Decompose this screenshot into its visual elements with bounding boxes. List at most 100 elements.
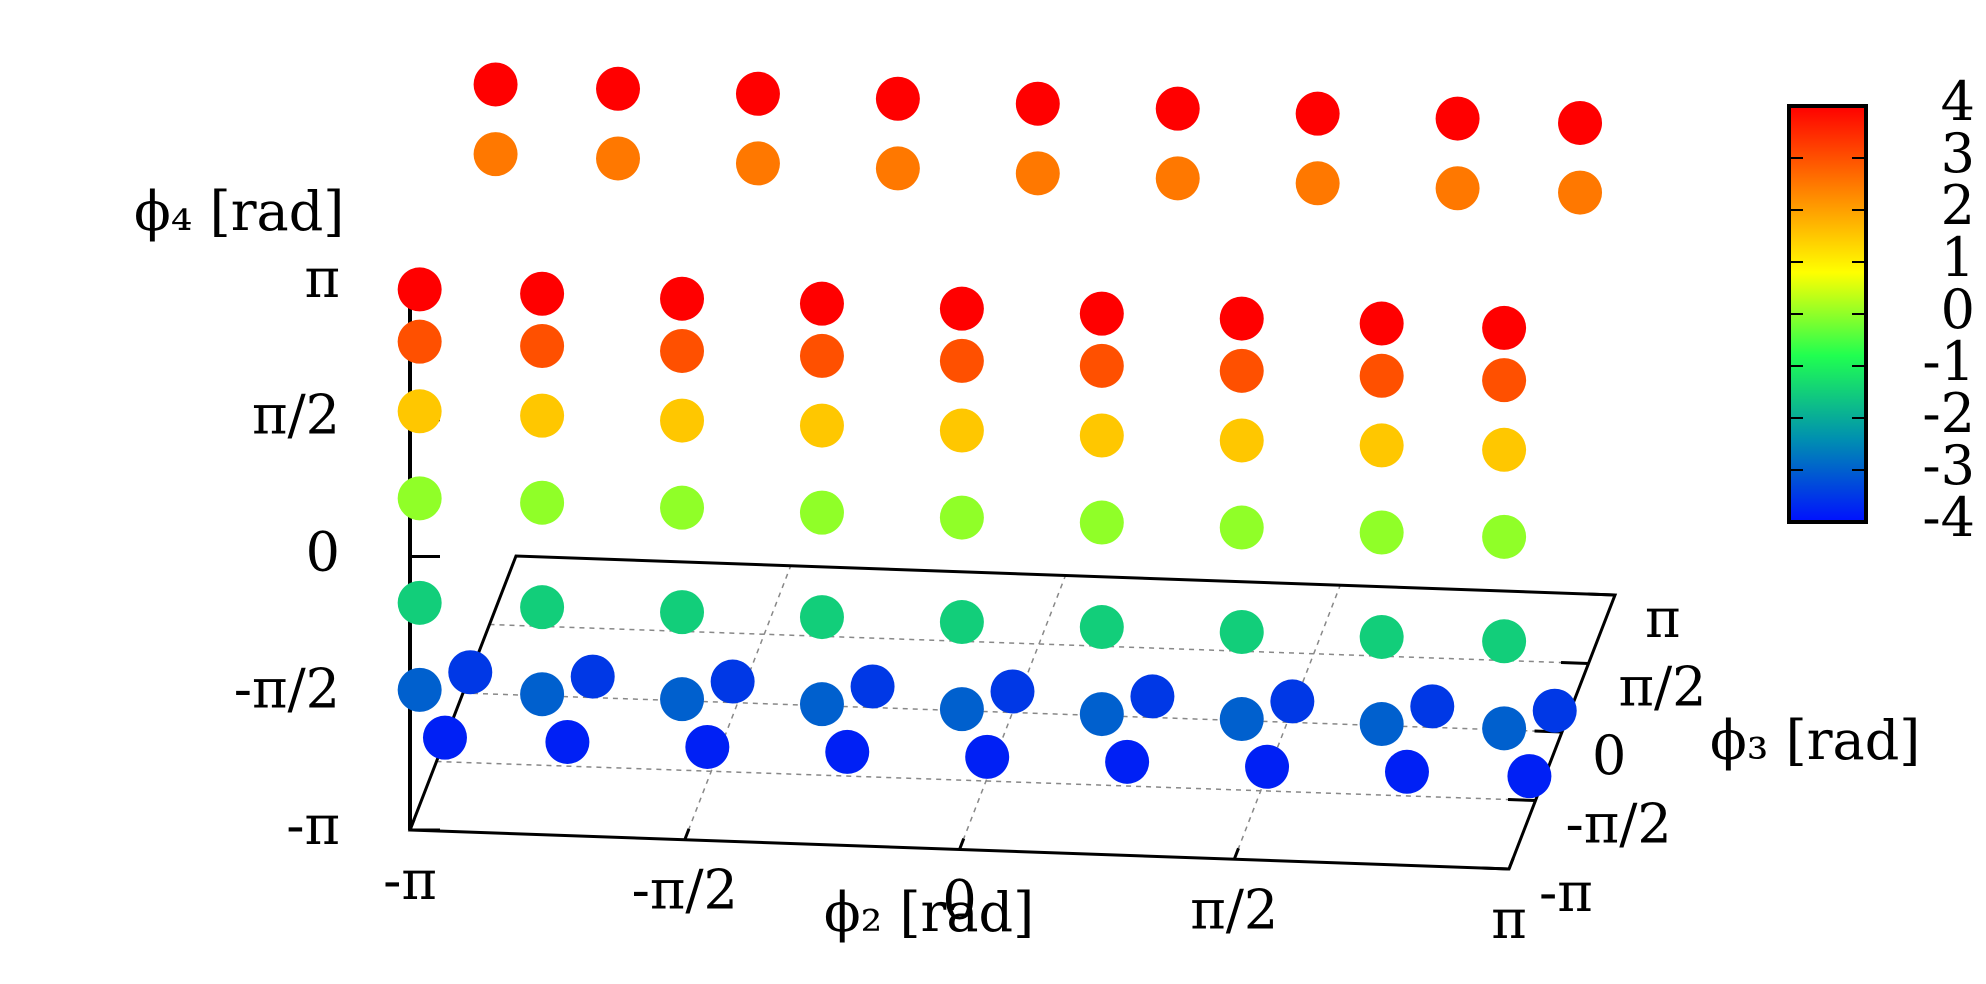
point: [1359, 301, 1404, 346]
point: [520, 393, 565, 438]
point: [570, 654, 615, 699]
y-grid-line: [462, 692, 1563, 733]
z-axis-label: ϕ₄ [rad]: [134, 180, 344, 243]
colorbar-tick-label: -2: [1922, 382, 1975, 445]
point: [596, 66, 641, 111]
point: [397, 267, 442, 312]
x-tick-label: -π: [383, 849, 437, 912]
x-tick: [1232, 847, 1240, 860]
point: [422, 715, 467, 760]
point: [735, 141, 780, 186]
colorbar-tick-label: -3: [1922, 434, 1975, 497]
x-tick: [958, 837, 966, 851]
point: [660, 590, 705, 635]
point: [1295, 91, 1340, 136]
point: [685, 724, 730, 769]
point: [939, 408, 984, 453]
point: [1359, 423, 1404, 468]
point: [660, 328, 705, 373]
point: [1219, 697, 1264, 742]
point: [1270, 679, 1315, 724]
point: [1558, 170, 1603, 215]
point: [825, 729, 870, 774]
point: [520, 323, 565, 368]
point: [939, 286, 984, 331]
x-axis-label: ϕ₂ [rad]: [824, 881, 1034, 944]
colorbar-tick-label: 3: [1941, 122, 1975, 185]
point: [965, 734, 1010, 779]
point: [875, 146, 920, 191]
x-tick-label: 0: [942, 869, 976, 932]
point: [660, 398, 705, 443]
point: [473, 132, 518, 177]
point: [520, 672, 565, 717]
x-grid-line: [958, 575, 1067, 850]
point: [939, 687, 984, 732]
point: [1219, 505, 1264, 550]
point: [1155, 86, 1200, 131]
point: [1079, 500, 1124, 545]
point: [1359, 702, 1404, 747]
point: [397, 476, 442, 521]
colorbar-tick-label: 2: [1941, 174, 1975, 237]
point: [1130, 674, 1175, 719]
point: [1079, 343, 1124, 388]
z-tick-label: -π/2: [234, 657, 340, 720]
point: [1015, 151, 1060, 196]
point: [1359, 614, 1404, 659]
point: [1359, 510, 1404, 555]
point: [660, 485, 705, 530]
x-tick-label: π: [1491, 888, 1527, 951]
point: [1245, 744, 1290, 789]
point: [1482, 427, 1527, 472]
point: [990, 669, 1035, 714]
point: [1435, 96, 1480, 141]
point: [1435, 166, 1480, 211]
point: [1219, 418, 1264, 463]
colorbar-tick-label: 4: [1941, 70, 1975, 133]
point: [799, 333, 844, 378]
point: [939, 338, 984, 383]
point: [939, 495, 984, 540]
point: [1482, 305, 1527, 350]
point: [939, 600, 984, 645]
point: [1079, 692, 1124, 737]
point: [799, 281, 844, 326]
y-tick: [1507, 798, 1536, 802]
colorbar-tick-label: -4: [1922, 486, 1975, 549]
point: [660, 677, 705, 722]
point: [473, 62, 518, 107]
point: [799, 403, 844, 448]
point: [1295, 161, 1340, 206]
point: [850, 664, 895, 709]
point: [875, 76, 920, 121]
z-tick-label: π/2: [252, 384, 340, 447]
x-tick-label: -π/2: [632, 859, 738, 922]
point: [1079, 291, 1124, 336]
y-axis-label: ϕ₃ [rad]: [1710, 709, 1920, 772]
point: [660, 276, 705, 321]
point: [397, 580, 442, 625]
point: [520, 480, 565, 525]
x-tick-label: π/2: [1190, 878, 1278, 941]
z-tick-label: π: [305, 247, 341, 310]
point: [1219, 609, 1264, 654]
point: [799, 595, 844, 640]
point: [1359, 353, 1404, 398]
point: [799, 490, 844, 535]
y-tick-label: -π: [1539, 861, 1593, 924]
point: [799, 682, 844, 727]
point: [448, 650, 493, 695]
point: [1384, 749, 1429, 794]
point: [545, 719, 590, 764]
point: [397, 667, 442, 712]
point: [1410, 684, 1455, 729]
point: [1079, 605, 1124, 650]
point: [1219, 348, 1264, 393]
point: [1507, 754, 1552, 799]
y-tick: [1560, 661, 1589, 665]
point: [735, 71, 780, 116]
y-tick-label: π: [1645, 587, 1681, 650]
x-grid-line: [684, 565, 792, 841]
